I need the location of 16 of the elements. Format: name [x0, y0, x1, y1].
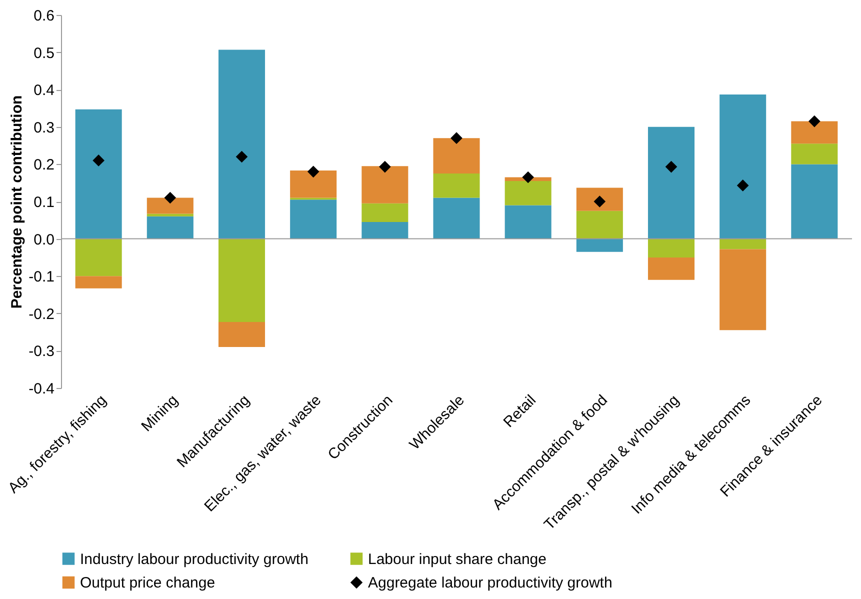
legend-label: Aggregate labour productivity growth [368, 574, 612, 592]
y-tick-label: 0.4 [34, 82, 54, 100]
y-axis-title: Percentage point contribution [8, 95, 26, 309]
y-tick-label: 0.2 [34, 156, 54, 174]
y-tick-label: 0.1 [34, 194, 54, 211]
y-tick-label: 0.5 [34, 44, 54, 62]
legend-label: Labour input share change [368, 550, 546, 568]
y-tick-label: -0.3 [28, 343, 54, 360]
y-tick-label: -0.4 [28, 380, 54, 398]
y-tick-label: -0.2 [28, 306, 54, 323]
y-tick-label: -0.1 [28, 268, 54, 286]
legend-label: Output price change [80, 574, 216, 592]
legend-label: Industry labour productivity growth [80, 550, 308, 568]
y-tick-label: 0.6 [34, 8, 54, 24]
y-tick-label: 0.3 [34, 119, 54, 136]
y-tick-label: 0.0 [34, 231, 54, 248]
